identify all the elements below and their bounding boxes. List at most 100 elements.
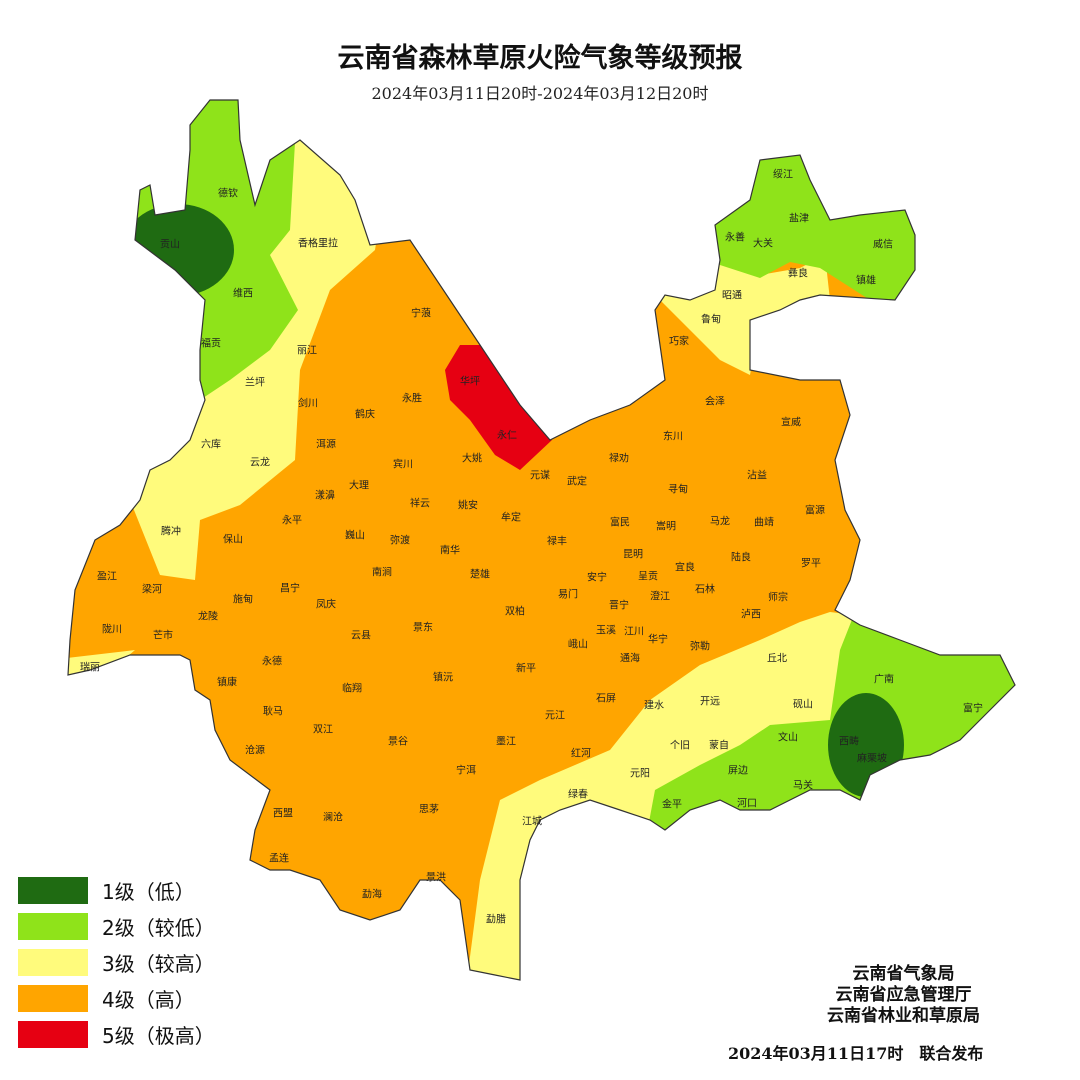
county-label: 富宁	[963, 703, 983, 715]
legend-label: 5级（极高）	[102, 1023, 215, 1048]
county-label: 晋宁	[609, 600, 629, 612]
legend-label: 1级（低）	[102, 879, 195, 904]
county-label: 威信	[873, 239, 893, 251]
county-label: 江城	[522, 816, 542, 828]
publishing-agencies: 云南省气象局 云南省应急管理厅 云南省林业和草原局	[827, 964, 980, 1027]
map-title: 云南省森林草原火险气象等级预报	[337, 43, 743, 74]
county-label: 开远	[700, 696, 720, 708]
county-label: 禄劝	[609, 453, 629, 465]
county-label: 保山	[223, 534, 243, 546]
county-label: 云龙	[250, 457, 270, 469]
county-label: 昌宁	[280, 583, 300, 595]
county-label: 蒙自	[709, 740, 729, 752]
agency-name: 云南省气象局	[852, 964, 955, 984]
legend-item-level4: 4级（高）	[18, 980, 215, 1016]
county-label: 弥渡	[390, 535, 410, 547]
county-label: 六库	[201, 439, 221, 451]
county-label: 宁洱	[456, 765, 476, 777]
county-label: 永善	[725, 232, 745, 244]
county-label: 宾川	[393, 459, 413, 471]
county-label: 德钦	[218, 188, 238, 200]
county-label: 瑞丽	[80, 662, 100, 674]
county-label: 砚山	[793, 699, 813, 711]
agency-name: 云南省林业和草原局	[827, 1006, 980, 1026]
legend-swatch	[18, 948, 88, 976]
county-label: 楚雄	[470, 569, 490, 581]
county-label: 易门	[558, 589, 578, 601]
county-label: 武定	[567, 476, 587, 488]
county-label: 罗平	[801, 558, 821, 570]
county-label: 洱源	[316, 439, 336, 451]
county-label: 芒市	[153, 630, 173, 642]
legend-item-level1: 1级（低）	[18, 872, 215, 908]
county-label: 景东	[413, 622, 433, 634]
county-label: 大姚	[462, 453, 482, 465]
county-label: 镇沅	[433, 672, 453, 684]
county-label: 红河	[571, 748, 591, 760]
county-label: 南华	[440, 545, 460, 557]
legend-swatch	[18, 984, 88, 1012]
county-label: 绥江	[773, 169, 793, 181]
county-label: 贡山	[160, 239, 180, 251]
county-label: 彝良	[788, 268, 808, 280]
county-label: 宜良	[675, 562, 695, 574]
county-label: 巧家	[669, 336, 689, 348]
county-label: 镇康	[217, 677, 237, 689]
county-label: 兰坪	[245, 377, 265, 389]
county-label: 西畴	[839, 736, 859, 748]
county-label: 凤庆	[316, 599, 336, 611]
county-label: 南涧	[372, 567, 392, 579]
county-label: 富民	[610, 517, 630, 529]
county-label: 香格里拉	[298, 238, 338, 250]
county-label: 永平	[282, 515, 302, 527]
county-label: 麻栗坡	[857, 753, 887, 765]
county-label: 富源	[805, 505, 825, 517]
county-label: 华宁	[648, 634, 668, 646]
county-label: 建水	[644, 700, 664, 712]
county-label: 景洪	[426, 872, 446, 884]
county-label: 施甸	[233, 594, 253, 606]
legend-swatch	[18, 876, 88, 904]
county-label: 福贡	[201, 338, 221, 350]
county-label: 文山	[778, 732, 798, 744]
county-label: 曲靖	[754, 517, 774, 529]
county-label: 澄江	[650, 591, 670, 603]
county-label: 鹤庆	[355, 409, 375, 421]
county-label: 沾益	[747, 470, 767, 482]
county-label: 江川	[624, 626, 644, 638]
county-label: 玉溪	[596, 625, 616, 637]
county-label: 腾冲	[161, 526, 181, 538]
province-outline	[67, 99, 1016, 981]
zone-level5	[445, 345, 552, 470]
county-label: 勐海	[362, 889, 382, 901]
county-label: 云县	[351, 630, 371, 642]
agency-name: 云南省应急管理厅	[835, 985, 972, 1005]
county-label: 寻甸	[668, 484, 688, 496]
county-label: 昆明	[623, 549, 643, 561]
county-label: 思茅	[419, 804, 439, 816]
county-label: 绿春	[568, 789, 588, 801]
county-label: 梁河	[142, 584, 162, 596]
county-label: 孟连	[269, 853, 289, 865]
county-label: 沧源	[245, 745, 265, 757]
county-label: 临翔	[342, 683, 362, 695]
county-label: 河口	[737, 798, 757, 810]
county-label: 鲁甸	[701, 314, 721, 326]
county-label: 嵩明	[656, 521, 676, 533]
county-label: 马龙	[710, 516, 730, 528]
county-label: 呈贡	[638, 571, 658, 583]
county-label: 元谋	[530, 470, 550, 482]
county-label: 金平	[662, 799, 682, 811]
county-label: 永德	[262, 656, 282, 668]
county-label: 弥勒	[690, 641, 710, 653]
county-label: 剑川	[298, 398, 318, 410]
county-label: 陇川	[102, 624, 122, 636]
legend-item-level2: 2级（较低）	[18, 908, 215, 944]
county-label: 石屏	[596, 693, 616, 705]
county-label: 昭通	[722, 290, 742, 302]
county-label: 西盟	[273, 808, 293, 820]
county-label: 大理	[349, 480, 369, 492]
county-label: 元阳	[630, 768, 650, 780]
county-label: 镇雄	[856, 275, 876, 287]
